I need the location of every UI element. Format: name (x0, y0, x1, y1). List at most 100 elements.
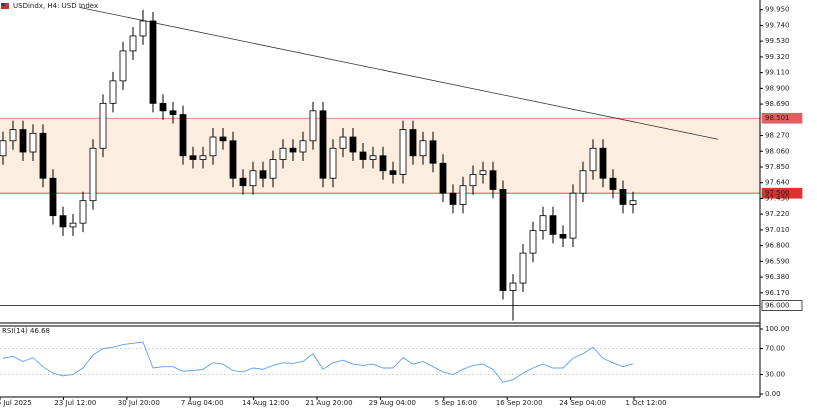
candle-body (559, 233, 567, 239)
x-tick-label: 23 Jul 12:00 (54, 399, 96, 407)
x-tick-label: 16 Jul 2025 (0, 399, 32, 407)
candle-body (449, 192, 457, 205)
candle-body (9, 129, 17, 142)
x-tick-label: 24 Sep 04:00 (559, 399, 606, 407)
candle-body (179, 114, 187, 157)
candle-body (309, 110, 317, 142)
candle-body (159, 102, 167, 112)
rsi-line (2, 341, 634, 383)
y-tick-label: 99.320 (765, 53, 790, 61)
candles-layer (0, 9, 637, 321)
candle-body (119, 50, 127, 82)
trendline (79, 7, 719, 140)
candle-body (199, 155, 207, 160)
y-tick-label: 99.110 (765, 69, 790, 77)
x-tick-label: 5 Sep 16:00 (435, 399, 477, 407)
x-tick-label: 7 Aug 04:00 (181, 399, 224, 407)
rsi-y-tick-label: 0.00 (765, 390, 781, 398)
x-tick-label: 1 Oct 12:00 (625, 399, 666, 407)
candle-body (569, 192, 577, 239)
candle-body (109, 80, 117, 104)
candle-body (579, 170, 587, 194)
y-tick-label: 97.640 (765, 179, 790, 187)
candle-body (549, 215, 557, 235)
candle-body (49, 177, 57, 217)
candle-body (499, 189, 507, 291)
y-tick-label: 99.740 (765, 21, 790, 29)
candle-body (529, 230, 537, 254)
chart-title: USDindx, H4: USD Index (13, 2, 98, 10)
x-tick-label: 16 Sep 20:00 (496, 399, 543, 407)
y-tick-label: 99.950 (765, 6, 790, 14)
labels-layer: 98.501 97.500 96.000 (761, 112, 803, 311)
y-tick-label: 97.430 (765, 194, 790, 202)
candle-body (609, 177, 617, 190)
candle-body (299, 140, 307, 153)
candle-body (589, 147, 597, 172)
candle-body (369, 155, 377, 160)
level-tag (761, 187, 803, 199)
candle-body (359, 151, 367, 160)
candle-body (59, 215, 67, 228)
candle-body (0, 140, 7, 157)
y-tick-label: 99.530 (765, 37, 790, 45)
y-tick-label: 97.220 (765, 210, 790, 218)
candle-body (429, 140, 437, 164)
y-tick-label: 98.270 (765, 132, 790, 140)
candle-body (319, 110, 327, 179)
y-tick-label: 96.800 (765, 242, 790, 250)
level-label: 97.500 (765, 189, 790, 197)
candle-body (39, 132, 47, 179)
candle-body (29, 132, 37, 153)
y-tick-label: 98.690 (765, 100, 790, 108)
candle-body (269, 159, 277, 179)
rsi-y-tick-label: 30.00 (765, 371, 785, 379)
candle-body (509, 282, 517, 291)
flag-icon-canton (1, 3, 5, 6)
candle-body (329, 147, 337, 179)
candle-body (479, 170, 487, 175)
candle-body (289, 147, 297, 153)
rsi-label: RSI(14) 46.68 (2, 327, 50, 335)
level-tag (761, 112, 803, 124)
candle-body (19, 129, 27, 153)
candle-body (189, 155, 197, 160)
candle-body (139, 20, 147, 37)
candle-body (469, 174, 477, 187)
candle-body (379, 155, 387, 172)
candle-body (169, 110, 177, 115)
candle-body (209, 136, 217, 157)
candle-body (149, 20, 157, 104)
candle-body (129, 35, 137, 52)
y-tick-label: 98.060 (765, 147, 790, 155)
candle-body (279, 147, 287, 160)
y-tick-label: 96.170 (765, 289, 790, 297)
candle-body (439, 162, 447, 194)
candle-body (399, 129, 407, 175)
y-tick-label: 98.900 (765, 84, 790, 92)
candle-body (249, 170, 257, 187)
x-tick-label: 14 Aug 12:00 (242, 399, 289, 407)
candle-body (89, 147, 97, 202)
level-label: 98.501 (765, 114, 790, 122)
candle-body (339, 136, 347, 149)
y-tick-label: 96.380 (765, 273, 790, 281)
rsi-y-tick-label: 70.00 (765, 345, 785, 353)
candle-body (349, 136, 357, 153)
x-tick-label: 30 Jul 20:00 (118, 399, 160, 407)
candle-body (239, 177, 247, 187)
candle-body (619, 189, 627, 205)
x-tick-label: 29 Aug 04:00 (369, 399, 416, 407)
candle-body (409, 129, 417, 157)
candle-body (229, 140, 237, 179)
candle-body (489, 170, 497, 190)
candle-body (219, 136, 227, 142)
candle-body (459, 185, 467, 205)
candle-body (599, 147, 607, 179)
y-tick-label: 96.590 (765, 257, 790, 265)
candle-body (69, 222, 77, 228)
candle-body (629, 200, 637, 205)
candle-body (389, 170, 397, 175)
